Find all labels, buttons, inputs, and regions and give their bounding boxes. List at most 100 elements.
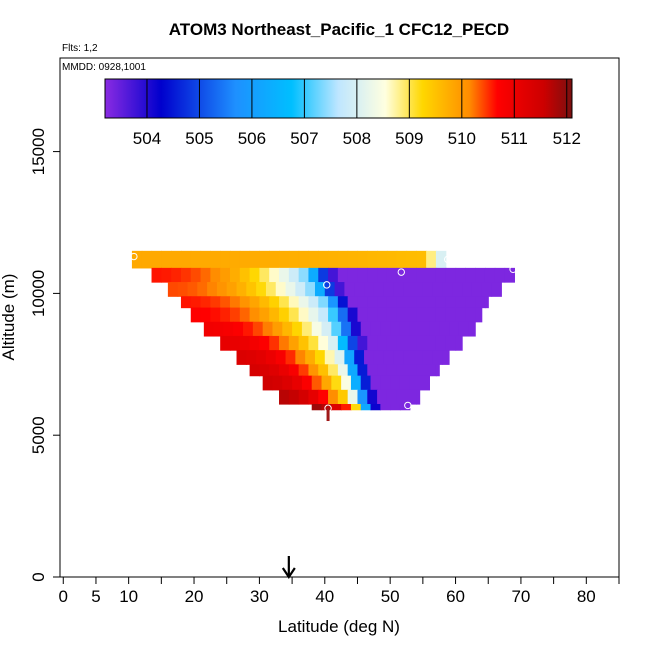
curtain-cell <box>331 321 342 337</box>
arrow-head <box>281 567 296 579</box>
curtain-cell <box>360 375 372 391</box>
curtain-cell <box>377 250 388 269</box>
curtain-cell <box>475 296 486 309</box>
curtain-cell <box>406 296 417 309</box>
curtain-cell <box>207 282 218 297</box>
curtain-cell <box>396 296 408 309</box>
curtain-cell <box>282 321 293 337</box>
curtain-cell <box>301 321 313 337</box>
curtain-cell <box>187 282 198 297</box>
curtain-cell <box>350 375 362 391</box>
curtain-cell <box>435 296 447 309</box>
curtain-cell <box>347 267 359 283</box>
curtain-cell <box>249 364 261 377</box>
curtain-cell <box>370 321 381 337</box>
curtain-cell <box>285 282 296 297</box>
curtain-cell <box>455 307 466 323</box>
curtain-cell <box>328 389 339 405</box>
curtain-cell <box>220 335 231 351</box>
curtain-cell <box>213 321 225 337</box>
curtain-cell <box>435 364 440 377</box>
curtain-cell <box>367 364 378 377</box>
curtain-cell <box>386 296 398 309</box>
curtain-cell <box>439 321 450 337</box>
curtain-cell <box>236 282 247 297</box>
curtain-cell <box>269 364 280 377</box>
curtain-cell <box>390 321 401 337</box>
curtain-cell <box>445 335 457 351</box>
curtain-cell <box>380 375 391 391</box>
curtain-cell <box>249 335 261 351</box>
curtain-cell <box>308 364 319 377</box>
curtain-cell <box>367 267 378 283</box>
curtain-cell <box>416 389 421 405</box>
curtain-cell <box>279 364 290 377</box>
curtain-cell <box>399 375 411 391</box>
curtain-cell <box>308 267 319 283</box>
curtain-cell <box>370 404 381 411</box>
curtain-cell <box>180 267 192 283</box>
curtain-cell <box>435 335 447 351</box>
curtain-cell <box>288 335 300 351</box>
curtain-cell <box>252 321 264 337</box>
curtain-cell <box>386 307 398 323</box>
curtain-cell <box>494 267 506 283</box>
curtain-cell <box>295 282 306 297</box>
curtain-cell <box>377 364 388 377</box>
curtain-cell <box>367 250 378 269</box>
dates-note: MMDD: 0928,1001 <box>62 62 146 73</box>
sample-point <box>509 265 517 273</box>
curtain-cell <box>308 335 319 351</box>
curtain-cell <box>347 250 359 269</box>
curtain-cell <box>380 321 391 337</box>
curtain-cell <box>455 296 466 309</box>
chart-title: ATOM3 Northeast_Pacific_1 CFC12_PECD <box>169 20 509 39</box>
curtain-cell <box>262 375 274 391</box>
curtain-cell <box>279 267 290 283</box>
colorbar-tick-label: 508 <box>343 129 371 148</box>
colorbar-tick-label: 512 <box>553 129 581 148</box>
curtain-cell <box>426 335 437 351</box>
curtain-cell <box>403 350 414 365</box>
curtain-cell <box>282 375 293 391</box>
colorbar-tick-label: 505 <box>185 129 213 148</box>
y-tick-label: 0 <box>29 572 48 581</box>
curtain-cell <box>308 250 319 269</box>
curtain-cell <box>360 404 372 411</box>
curtain-cell <box>373 282 385 297</box>
curtain-cell <box>190 250 202 269</box>
curtain-cell <box>426 364 437 377</box>
curtain-cell <box>484 267 496 283</box>
curtain-cell <box>279 335 290 351</box>
curtain-cell <box>229 296 241 309</box>
curtain-cell <box>243 321 254 337</box>
curtain-cell <box>409 321 421 337</box>
colorbar-tick-label: 511 <box>501 129 528 148</box>
curtain-cell <box>347 389 359 405</box>
curtain-cell <box>308 389 319 405</box>
curtain-cell <box>259 296 270 309</box>
curtain-cell <box>406 267 417 283</box>
curtain-cell <box>465 296 476 309</box>
curtain-cell <box>422 350 434 365</box>
curtain-cell <box>305 282 316 297</box>
curtain-cell <box>344 350 355 365</box>
curtain-cell <box>347 364 359 377</box>
curtain-cell <box>141 250 153 269</box>
curtain-cell <box>328 267 339 283</box>
curtain-cell <box>180 250 192 269</box>
curtain-cell <box>324 350 336 365</box>
curtain-cell <box>318 335 329 351</box>
curtain-cell <box>367 296 378 309</box>
curtain-cell <box>334 350 346 365</box>
curtain-cell <box>229 307 241 323</box>
curtain-cell <box>406 250 417 269</box>
curtain-cell <box>350 321 362 337</box>
curtain-cell <box>413 350 424 365</box>
curtain-cell <box>298 307 310 323</box>
curtain-cell <box>426 267 437 283</box>
curtain-cell <box>416 364 427 377</box>
curtain-cell <box>318 250 329 269</box>
